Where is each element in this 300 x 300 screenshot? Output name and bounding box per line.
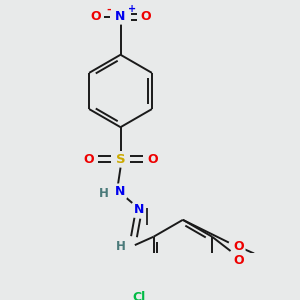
- Text: N: N: [115, 185, 126, 198]
- Text: O: O: [234, 240, 244, 253]
- Text: O: O: [140, 10, 151, 23]
- Text: H: H: [99, 187, 109, 200]
- Text: -: -: [106, 5, 111, 15]
- Text: S: S: [116, 153, 125, 166]
- Text: H: H: [116, 240, 125, 253]
- Text: Cl: Cl: [132, 291, 145, 300]
- Text: N: N: [115, 10, 126, 23]
- Text: N: N: [134, 203, 144, 216]
- Text: O: O: [234, 254, 244, 267]
- Text: O: O: [83, 153, 94, 166]
- Text: +: +: [128, 4, 136, 14]
- Text: O: O: [147, 153, 158, 166]
- Text: O: O: [90, 10, 101, 23]
